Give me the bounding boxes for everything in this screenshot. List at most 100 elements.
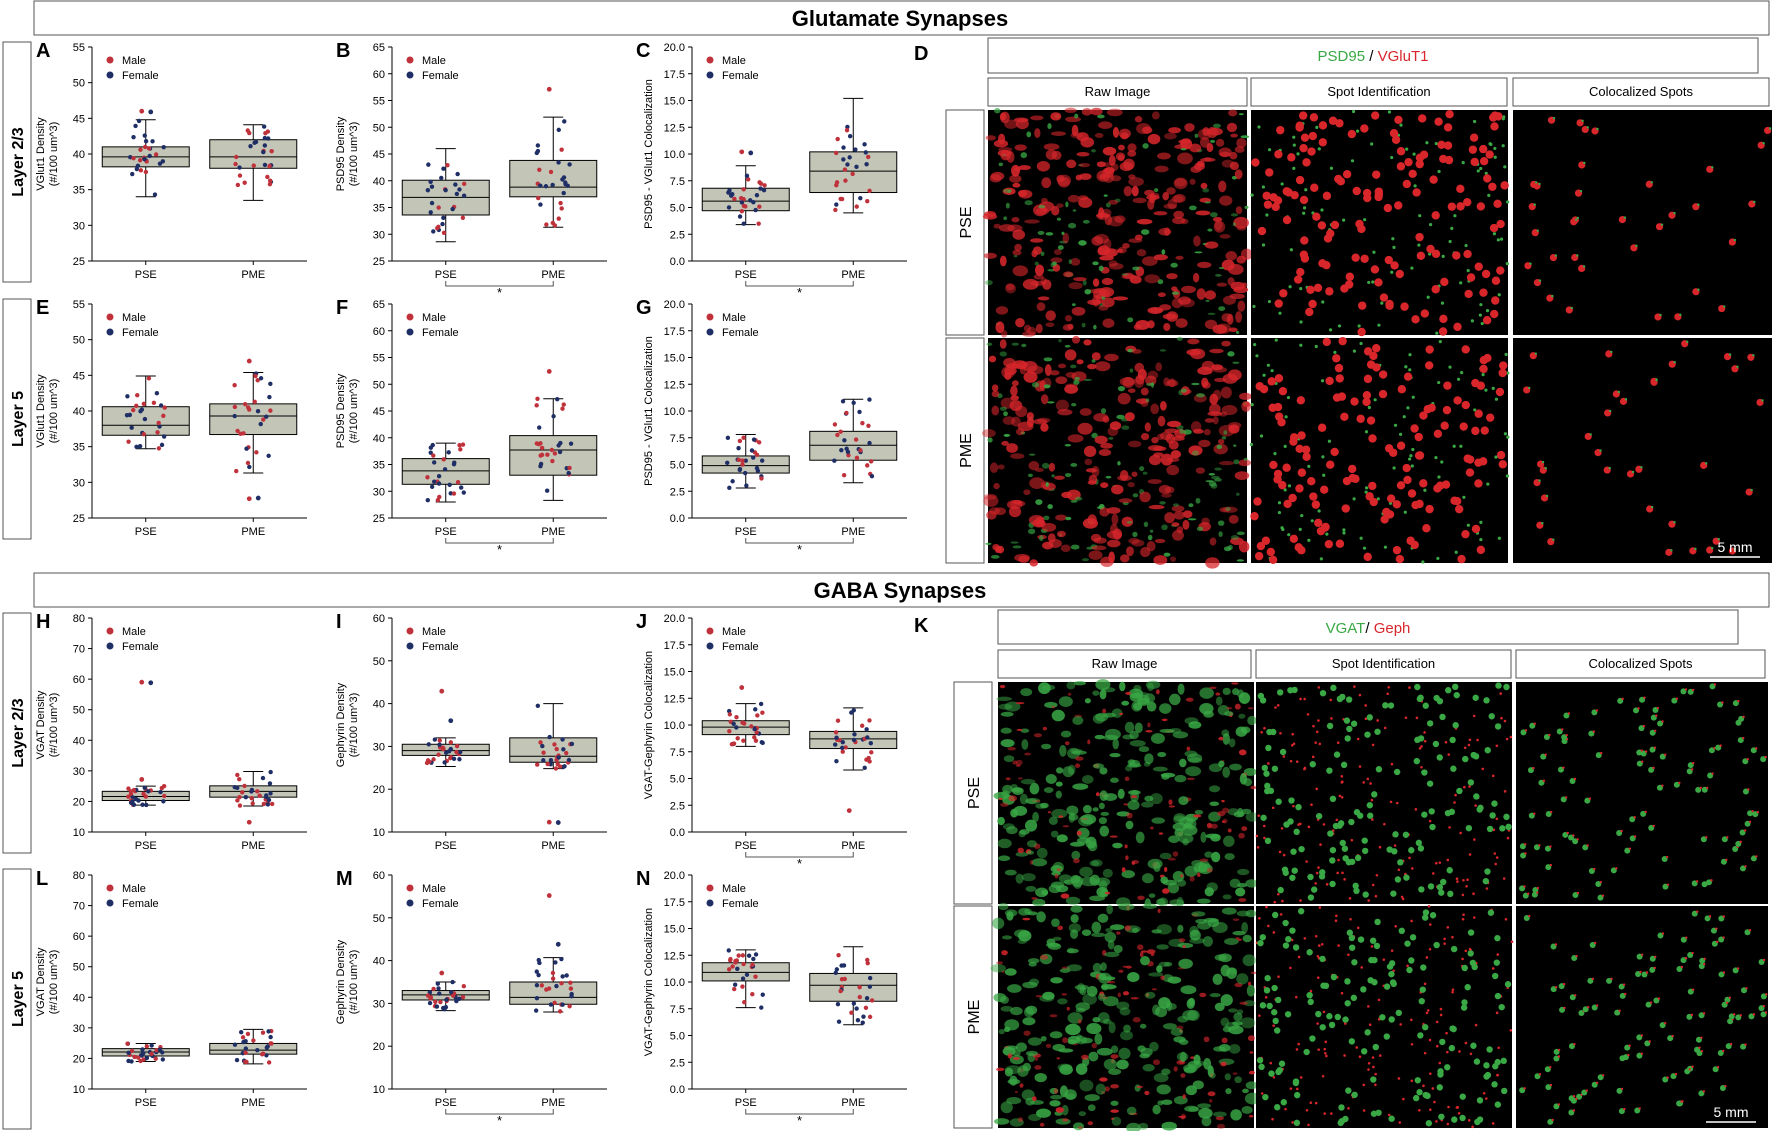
data-point — [440, 745, 445, 750]
major-spot — [1319, 955, 1326, 963]
texture-blob — [1123, 803, 1129, 806]
minor-spot — [1323, 1112, 1327, 1115]
legend-female-dot — [706, 899, 714, 907]
data-point — [255, 789, 260, 794]
texture-blob — [1102, 708, 1107, 714]
texture-blob — [1023, 324, 1032, 333]
minor-spot — [1367, 1061, 1371, 1065]
data-point — [137, 158, 143, 163]
x-tick-label: PME — [841, 526, 865, 538]
x-tick-label: PME — [241, 1097, 265, 1109]
data-point — [750, 991, 755, 997]
texture-blob — [1059, 1064, 1073, 1075]
texture-blob — [1176, 336, 1183, 341]
data-point — [567, 162, 572, 167]
data-point — [762, 183, 767, 188]
major-spot — [1490, 122, 1499, 131]
minor-spot — [1503, 432, 1508, 436]
texture-blob — [1182, 945, 1186, 949]
minor-spot — [1450, 226, 1454, 230]
texture-blob — [1022, 1017, 1036, 1026]
data-point — [858, 196, 863, 201]
minor-spot — [1316, 954, 1320, 958]
minor-spot — [1471, 1125, 1474, 1129]
minor-spot — [1364, 717, 1368, 721]
y-tick-label: 5.0 — [670, 460, 685, 472]
minor-spot — [1402, 1097, 1405, 1101]
major-spot — [1402, 831, 1410, 838]
legend-male-dot — [106, 313, 114, 321]
colocalized-partner — [1567, 712, 1571, 715]
minor-spot — [1291, 1121, 1294, 1124]
colocalized-partner — [1661, 932, 1665, 935]
texture-blob — [1109, 835, 1118, 838]
texture-blob — [1238, 898, 1247, 902]
colocalized-partner — [1768, 127, 1772, 130]
major-spot — [1343, 717, 1351, 724]
row-header-box — [953, 905, 993, 1129]
colocalized-partner — [1756, 810, 1760, 814]
texture-blob — [1172, 503, 1179, 507]
minor-spot — [1315, 730, 1319, 734]
texture-blob — [1019, 1083, 1024, 1088]
minor-spot — [1418, 1108, 1421, 1112]
data-point — [447, 482, 452, 488]
minor-spot — [1422, 1084, 1425, 1088]
texture-blob — [1218, 760, 1225, 768]
data-point — [556, 160, 561, 165]
texture-blob — [1192, 1080, 1204, 1090]
texture-blob — [1074, 763, 1081, 768]
texture-blob — [1118, 1047, 1131, 1060]
minor-spot — [1468, 853, 1472, 856]
colocalized-partner — [1742, 736, 1745, 740]
colocalized-partner — [1529, 262, 1532, 265]
texture-blob — [1051, 918, 1060, 927]
data-point — [735, 966, 740, 972]
texture-blob — [1040, 743, 1052, 750]
texture-blob — [1071, 850, 1081, 860]
major-spot — [1414, 683, 1421, 691]
texture-blob — [1198, 1107, 1213, 1119]
texture-blob — [1208, 785, 1221, 793]
texture-blob — [1014, 243, 1023, 252]
colocalized-partner — [1557, 1103, 1561, 1106]
texture-blob — [1076, 152, 1090, 157]
data-point — [128, 800, 134, 805]
texture-blob — [1180, 1113, 1186, 1119]
data-point — [743, 458, 748, 463]
box-PSE — [101, 375, 190, 451]
minor-spot — [1463, 785, 1466, 789]
colocalized-partner — [1650, 505, 1654, 509]
major-spot — [1279, 748, 1287, 756]
texture-blob — [1178, 816, 1194, 827]
texture-blob — [1001, 440, 1009, 446]
panel-letter: G — [636, 297, 652, 319]
data-point — [843, 178, 848, 183]
minor-spot — [1289, 759, 1293, 763]
minor-spot — [1314, 1101, 1318, 1105]
texture-blob — [1159, 728, 1175, 733]
major-spot — [1297, 907, 1305, 915]
major-spot — [1445, 687, 1452, 694]
data-point — [867, 718, 872, 723]
y-tick-label: 60 — [73, 674, 85, 686]
data-point — [537, 425, 542, 430]
box-iqr — [509, 435, 598, 476]
colocalized-partner — [1691, 951, 1694, 955]
major-spot — [1291, 867, 1298, 874]
texture-blob — [1034, 1072, 1047, 1083]
major-spot — [1328, 1021, 1336, 1029]
minor-spot — [1320, 942, 1324, 946]
panel-letter: F — [336, 297, 348, 319]
data-point — [864, 727, 869, 732]
major-spot — [1474, 262, 1483, 271]
minor-spot — [1435, 1020, 1439, 1024]
texture-blob — [1175, 318, 1188, 328]
data-point — [753, 738, 759, 743]
major-spot — [1383, 203, 1393, 213]
minor-spot — [1482, 1092, 1486, 1095]
data-point — [735, 736, 740, 741]
major-spot — [1315, 812, 1323, 820]
major-spot — [1396, 481, 1406, 490]
